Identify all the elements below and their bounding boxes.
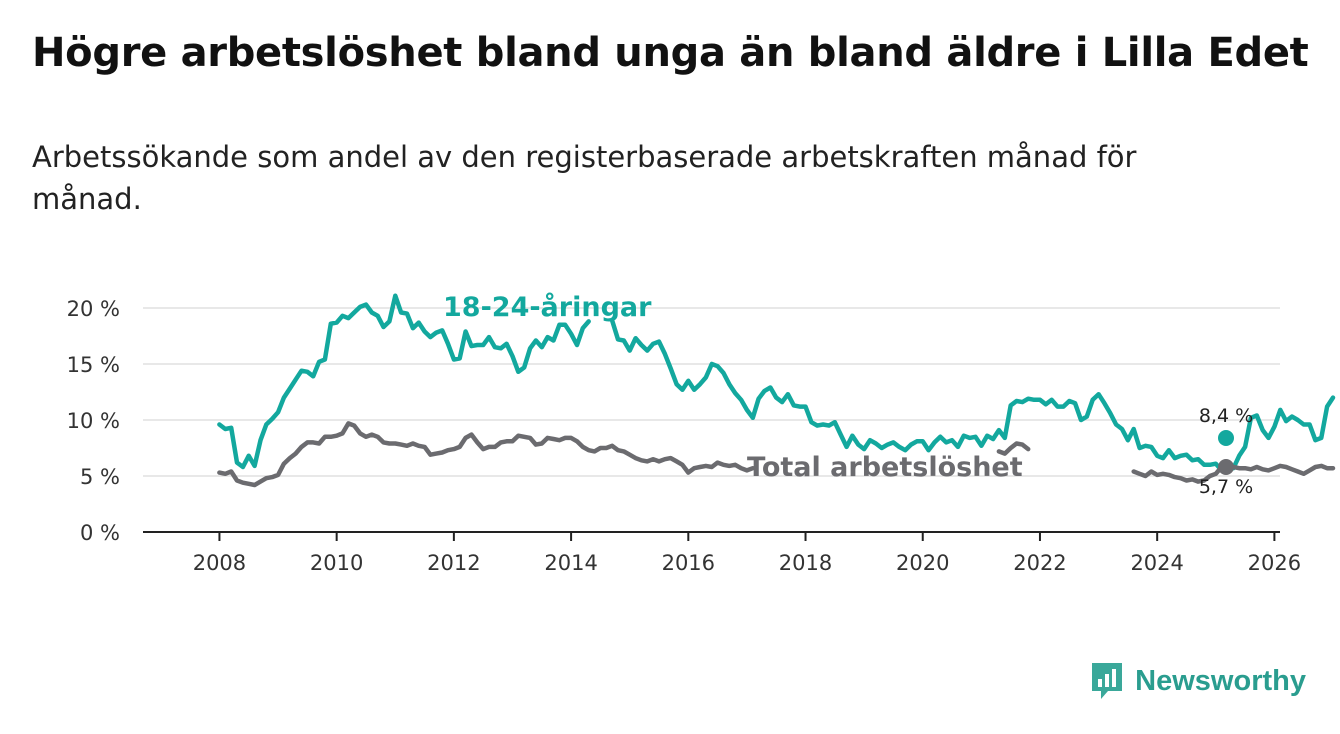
x-tick-label: 2024 <box>1130 551 1183 575</box>
series-line-0 <box>609 318 1336 473</box>
chart-title: Högre arbetslöshet bland unga än bland ä… <box>32 30 1309 76</box>
y-tick-label: 20 % <box>67 297 120 321</box>
series-line-1 <box>217 421 756 488</box>
x-tick-label: 2018 <box>779 551 832 575</box>
series-end-dot <box>1218 459 1234 475</box>
brand-name: Newsworthy <box>1135 664 1306 697</box>
y-axis-ticks: 0 % 5 % 10 % 15 % 20 % <box>67 297 120 545</box>
series-name-label: 18-24-åringar <box>443 291 652 323</box>
x-tick-label: 2026 <box>1248 551 1301 575</box>
y-tick-label: 0 % <box>80 521 120 545</box>
series-name-label: Total arbetslöshet <box>747 452 1023 483</box>
series-end-label: 5,7 % <box>1199 476 1253 498</box>
x-tick-label: 2022 <box>1013 551 1066 575</box>
series-line-0 <box>217 293 591 470</box>
x-axis-ticks: 2008 2010 2012 2014 2016 2018 2020 2022 2024 2026 <box>193 532 1301 575</box>
x-tick-label: 2016 <box>662 551 715 575</box>
x-tick-label: 2010 <box>310 551 363 575</box>
series-labels: 8,4 % 5,7 % 18-24-åringar Total arbetslöshe… <box>443 291 1253 498</box>
x-tick-label: 2020 <box>896 551 949 575</box>
grid-lines <box>143 307 1280 477</box>
series-line-1 <box>996 441 1031 456</box>
series-lines <box>217 293 1336 488</box>
y-tick-label: 15 % <box>67 353 120 377</box>
series-end-dot <box>1218 430 1234 446</box>
series-end-label: 8,4 % <box>1199 405 1253 427</box>
x-tick-label: 2014 <box>544 551 597 575</box>
chart-subtitle: Arbetssökande som andel av den registerb… <box>32 140 1137 216</box>
x-tick-label: 2012 <box>427 551 480 575</box>
y-tick-label: 10 % <box>67 409 120 433</box>
brand-logo[interactable]: Newsworthy <box>1089 660 1306 702</box>
newsworthy-logo-icon <box>1092 663 1123 699</box>
y-tick-label: 5 % <box>80 465 120 489</box>
x-tick-label: 2008 <box>193 551 246 575</box>
